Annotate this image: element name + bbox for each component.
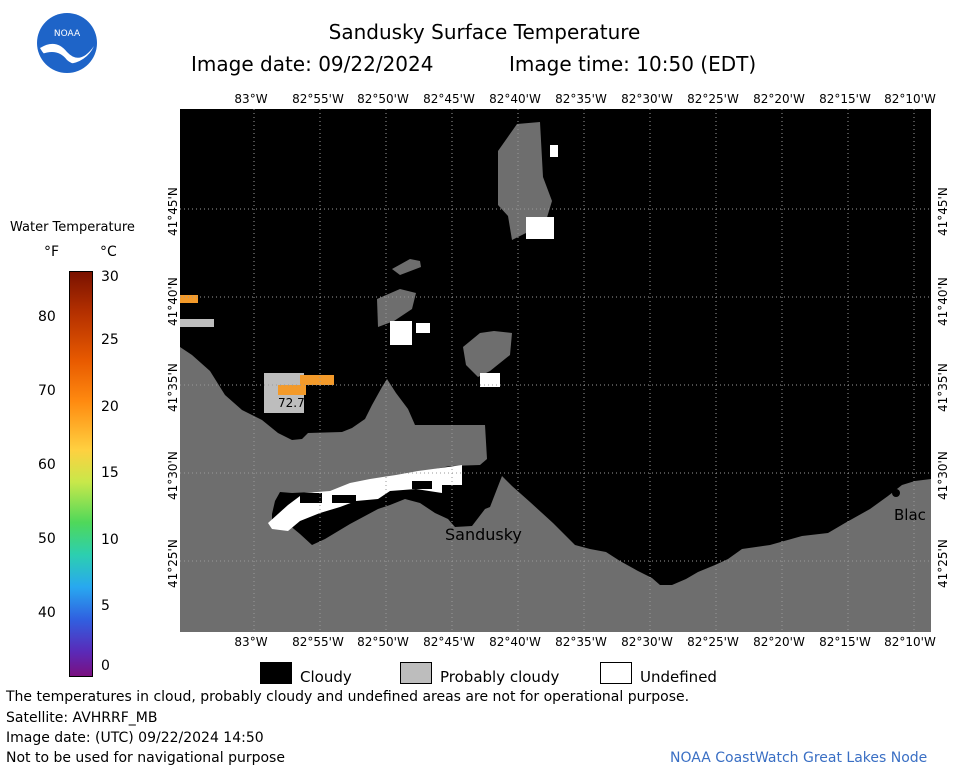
cloudy-gap — [332, 495, 356, 503]
c-tick: 5 — [101, 598, 110, 614]
lon-label: 82°15'W — [819, 92, 871, 106]
place-label-sandusky: Sandusky — [445, 525, 522, 544]
f-tick: 80 — [38, 309, 56, 325]
lon-label: 82°25'W — [687, 635, 739, 649]
lon-label: 82°10'W — [884, 635, 936, 649]
probably-cloudy-patch — [180, 319, 214, 327]
land-island-small-1 — [392, 259, 421, 275]
image-date: Image date: 09/22/2024 — [191, 52, 434, 76]
lon-label: 82°10'W — [884, 92, 936, 106]
lat-label: 41°25'N — [166, 539, 180, 588]
lon-label: 82°25'W — [687, 92, 739, 106]
land-mainland — [180, 347, 931, 632]
footer-nav-warning: Not to be used for navigational purpose — [6, 750, 285, 766]
image-time: Image time: 10:50 (EDT) — [509, 52, 757, 76]
lon-label: 82°40'W — [489, 92, 541, 106]
lon-label: 82°35'W — [555, 92, 607, 106]
footer-satellite: Satellite: AVHRRF_MB — [6, 710, 158, 726]
lon-label: 82°35'W — [555, 635, 607, 649]
f-tick: 60 — [38, 457, 56, 473]
lon-label: 82°40'W — [489, 635, 541, 649]
undefined-area — [526, 217, 554, 239]
lon-label: 82°15'W — [819, 635, 871, 649]
noaa-logo: NOAA — [36, 12, 98, 74]
footer-note: The temperatures in cloud, probably clou… — [6, 689, 690, 705]
footer-credit: NOAA CoastWatch Great Lakes Node — [670, 750, 928, 766]
lat-label: 41°45'N — [936, 187, 950, 236]
warm-water-patch — [300, 375, 334, 385]
land-island-north — [498, 122, 552, 240]
legend-label-undefined: Undefined — [640, 668, 717, 686]
marker-dot — [892, 489, 900, 497]
lat-label: 41°40'N — [166, 277, 180, 326]
lon-label: 82°50'W — [357, 92, 409, 106]
f-tick: 50 — [38, 531, 56, 547]
legend-label-cloudy: Cloudy — [300, 668, 352, 686]
undefined-area — [390, 321, 412, 345]
temperature-readout: 72.7 — [278, 396, 305, 410]
c-tick: 25 — [101, 332, 119, 348]
lon-label: 82°30'W — [621, 635, 673, 649]
lon-label: 82°45'W — [423, 92, 475, 106]
lat-label: 41°35'N — [936, 363, 950, 412]
c-tick: 0 — [101, 658, 110, 674]
lat-label: 41°30'N — [166, 451, 180, 500]
lon-label: 83°W — [234, 635, 268, 649]
lon-label: 82°20'W — [753, 92, 805, 106]
undefined-area — [416, 323, 430, 333]
lon-label: 82°20'W — [753, 635, 805, 649]
c-tick: 15 — [101, 465, 119, 481]
unit-fahrenheit: °F — [44, 244, 60, 260]
colorbar-title: Water Temperature — [10, 220, 135, 235]
lon-label: 82°30'W — [621, 92, 673, 106]
lon-label: 82°50'W — [357, 635, 409, 649]
lat-label: 41°45'N — [166, 187, 180, 236]
warm-water-patch — [180, 295, 198, 303]
legend-swatch-cloudy — [260, 662, 292, 684]
lat-label: 41°25'N — [936, 539, 950, 588]
lon-label: 82°55'W — [292, 635, 344, 649]
legend-swatch-probably-cloudy — [400, 662, 432, 684]
lat-label: 41°40'N — [936, 277, 950, 326]
f-tick: 70 — [38, 383, 56, 399]
footer-utc-date: Image date: (UTC) 09/22/2024 14:50 — [6, 730, 264, 746]
cloudy-gap — [412, 481, 432, 489]
map-panel: Sandusky Blac 72.7 — [180, 109, 931, 632]
cloudy-gap — [300, 493, 322, 503]
place-label-blac: Blac — [894, 506, 926, 524]
land-island-small-2 — [377, 289, 416, 327]
c-tick: 10 — [101, 532, 119, 548]
legend-swatch-undefined — [600, 662, 632, 684]
legend-label-probably-cloudy: Probably cloudy — [440, 668, 560, 686]
land-island-mid — [463, 331, 512, 377]
undefined-area — [480, 373, 500, 387]
unit-celsius: °C — [100, 244, 117, 260]
logo-text: NOAA — [54, 29, 81, 39]
lat-label: 41°35'N — [166, 363, 180, 412]
lat-label: 41°30'N — [936, 451, 950, 500]
warm-water-patch — [278, 385, 306, 395]
f-tick: 40 — [38, 605, 56, 621]
colorbar — [69, 271, 93, 677]
c-tick: 30 — [101, 269, 119, 285]
page-title: Sandusky Surface Temperature — [328, 20, 641, 44]
lon-label: 82°45'W — [423, 635, 475, 649]
lon-label: 82°55'W — [292, 92, 344, 106]
undefined-area — [550, 145, 558, 157]
c-tick: 20 — [101, 399, 119, 415]
lon-label: 83°W — [234, 92, 268, 106]
